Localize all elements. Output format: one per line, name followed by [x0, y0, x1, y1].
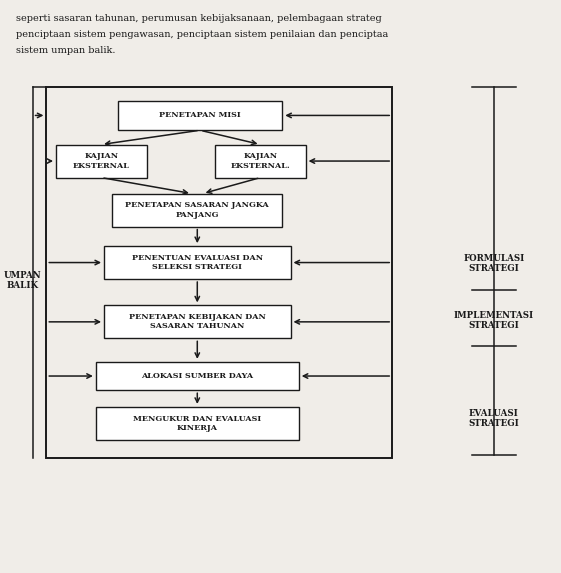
Text: KAJIAN
EKSTERNAL: KAJIAN EKSTERNAL [73, 152, 130, 170]
Text: seperti sasaran tahunan, perumusan kebijaksanaan, pelembagaan strateg: seperti sasaran tahunan, perumusan kebij… [16, 14, 382, 23]
Text: FORMULASI
STRATEGI: FORMULASI STRATEGI [463, 254, 525, 273]
Text: PENETAPAN KEBIJAKAN DAN
SASARAN TAHUNAN: PENETAPAN KEBIJAKAN DAN SASARAN TAHUNAN [129, 313, 266, 331]
Bar [104, 305, 291, 339]
Bar [215, 144, 306, 178]
Text: PENETAPAN SASARAN JANGKA
PANJANG: PENETAPAN SASARAN JANGKA PANJANG [126, 202, 269, 219]
Text: PENENTUAN EVALUASI DAN
SELEKSI STRATEGI: PENENTUAN EVALUASI DAN SELEKSI STRATEGI [132, 254, 263, 271]
Bar [112, 194, 282, 227]
Text: UMPAN
BALIK: UMPAN BALIK [4, 271, 42, 291]
Text: IMPLEMENTASI
STRATEGI: IMPLEMENTASI STRATEGI [454, 311, 534, 331]
Bar [47, 87, 392, 458]
Text: PENETAPAN MISI: PENETAPAN MISI [159, 111, 241, 119]
Text: sistem umpan balik.: sistem umpan balik. [16, 46, 116, 55]
Text: MENGUKUR DAN EVALUASI
KINERJA: MENGUKUR DAN EVALUASI KINERJA [133, 415, 261, 432]
Bar [118, 101, 282, 130]
Bar [56, 144, 146, 178]
Text: ALOKASI SUMBER DAYA: ALOKASI SUMBER DAYA [141, 372, 254, 380]
Bar [96, 362, 299, 390]
Bar [96, 407, 299, 440]
Bar [104, 246, 291, 279]
Text: EVALUASI
STRATEGI: EVALUASI STRATEGI [468, 409, 519, 429]
Text: penciptaan sistem pengawasan, penciptaan sistem penilaian dan penciptaa: penciptaan sistem pengawasan, penciptaan… [16, 30, 388, 39]
Text: KAJIAN
EKSTERNAL.: KAJIAN EKSTERNAL. [231, 152, 290, 170]
